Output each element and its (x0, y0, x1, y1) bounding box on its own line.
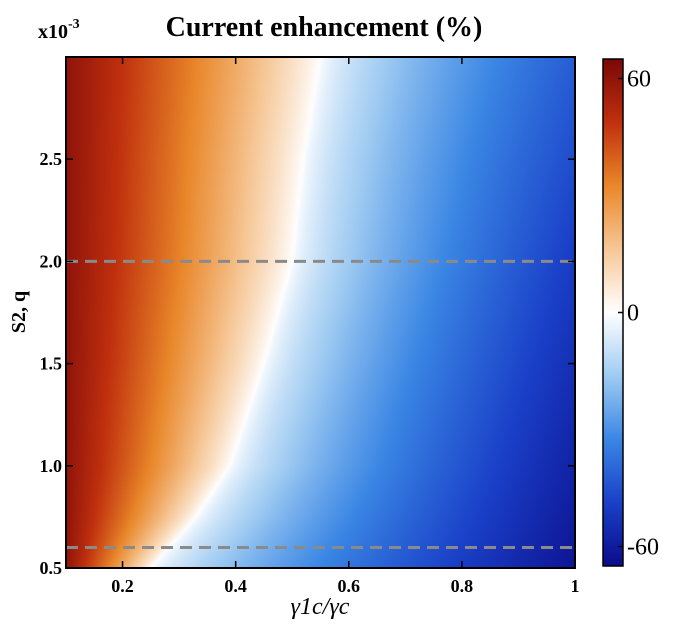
multiplier-exponent: -3 (68, 17, 80, 32)
colorbar-tick-label: 0 (627, 301, 639, 327)
y-tick-label: 1.5 (40, 354, 63, 374)
axis-multiplier: x10-3 (38, 17, 80, 43)
y-tick-label: 2.0 (40, 251, 63, 271)
x-axis-ticks: 0.2 0.4 0.6 0.8 1 (111, 57, 580, 596)
y-tick-label: 2.5 (40, 149, 63, 169)
y-axis-ticks: 0.5 1.0 1.5 2.0 2.5 (40, 149, 575, 578)
x-tick-label: 0.8 (451, 576, 474, 596)
colorbar-ticks: 60 0 -60 (618, 67, 659, 561)
plot-frame (65, 56, 576, 569)
heatmap-image (66, 57, 575, 568)
x-tick-label: 1 (571, 576, 580, 596)
x-tick-label: 0.2 (111, 576, 134, 596)
y-tick-label: 0.5 (40, 558, 63, 578)
colorbar-tick-label: -60 (627, 535, 659, 561)
heatmap-area (66, 57, 575, 568)
x-tick-label: 0.4 (224, 576, 247, 596)
reference-lines (66, 259, 575, 550)
y-tick-label: 1.0 (40, 456, 63, 476)
chart-title: Current enhancement (%) (166, 12, 483, 43)
multiplier-base: x10 (38, 21, 68, 43)
colorbar-tick-label: 60 (627, 67, 651, 93)
x-tick-label: 0.6 (338, 576, 361, 596)
y-axis-label: S2, q (8, 291, 30, 333)
x-axis-label: γ1c/γc (291, 594, 350, 620)
